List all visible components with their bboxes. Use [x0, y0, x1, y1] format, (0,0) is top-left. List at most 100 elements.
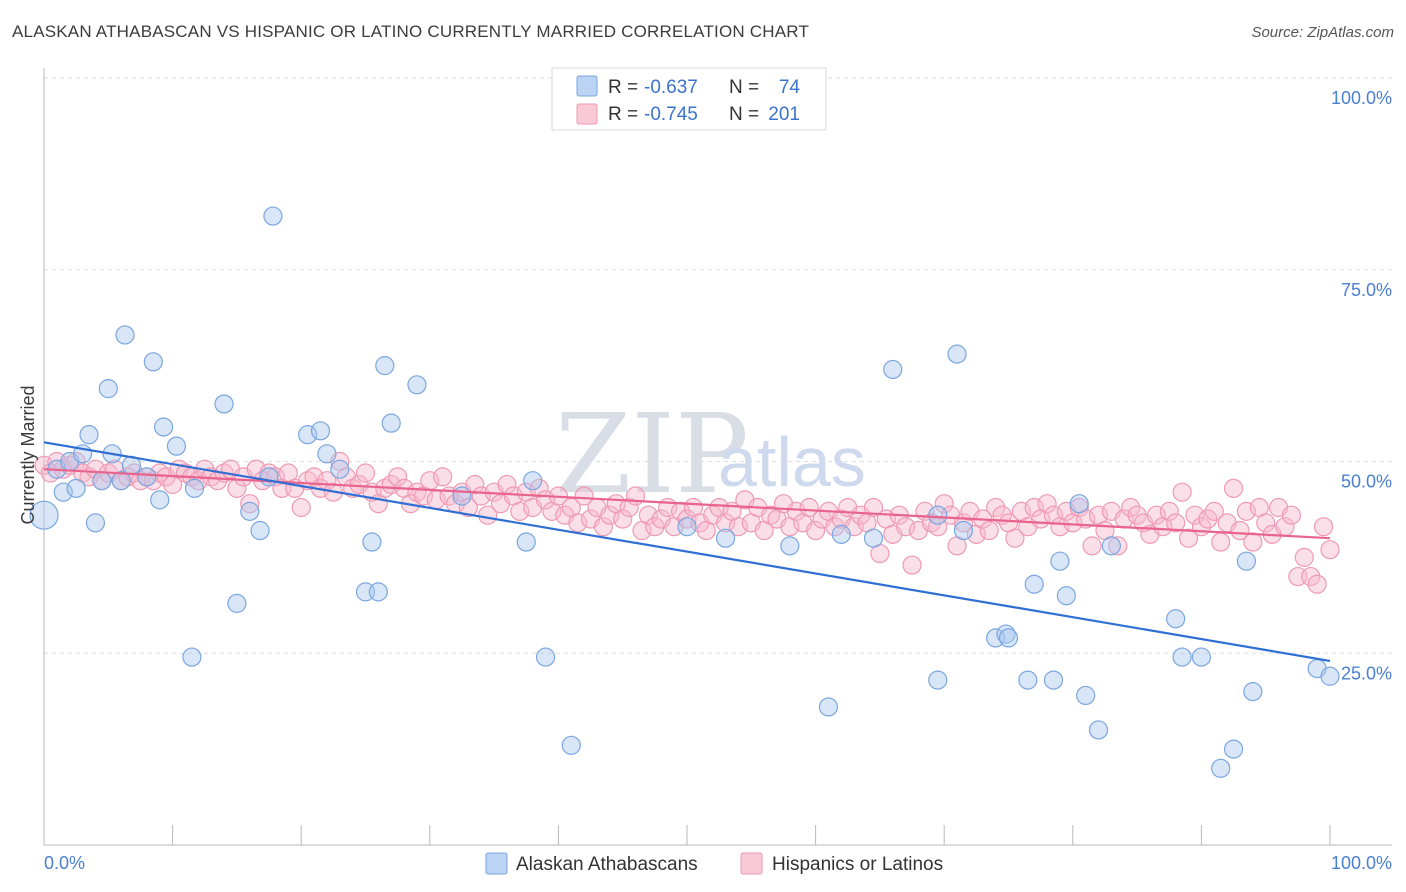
athabascan-point-15 [143, 352, 163, 372]
athabascan-point-65 [1166, 609, 1186, 629]
athabascan-point-43 [715, 528, 736, 548]
hispanics-point-8 [85, 459, 106, 479]
x-tick-label-0: 0.0% [44, 853, 85, 873]
hispanics-point-83 [568, 513, 588, 533]
hispanics-point-190 [1256, 513, 1276, 533]
hispanics-point-183 [1211, 532, 1231, 552]
athabascan-point-35 [381, 413, 401, 433]
athabascan-point-7 [85, 513, 106, 533]
hispanics-point-181 [1198, 509, 1218, 529]
athabascan-point-62 [1076, 685, 1096, 706]
athabascan-point-8 [92, 471, 112, 491]
chart-title: ALASKAN ATHABASCAN VS HISPANIC OR LATINO… [12, 22, 810, 41]
athabascan-point-25 [259, 467, 279, 487]
legend-n-label-2: N = [729, 104, 759, 125]
y-tick-label-2: 75.0% [1341, 280, 1392, 300]
athabascan-point-45 [818, 697, 839, 717]
athabascan-point-16 [150, 490, 170, 510]
legend-n-label-1: N = [729, 77, 759, 98]
athabascan-point-34 [375, 356, 395, 376]
athabascan-point-37 [452, 486, 472, 506]
hispanics-point-163 [1082, 536, 1102, 556]
legend-bottom-label-1: Alaskan Athabascans [516, 854, 698, 875]
legend-bottom-label-2: Hispanics or Latinos [772, 854, 943, 875]
series-athabascan-points [29, 206, 1340, 778]
hispanics-point-55 [388, 467, 408, 487]
hispanics-point-67 [465, 474, 485, 495]
hispanics-point-197 [1301, 566, 1321, 587]
athabascan-point-27 [298, 425, 318, 445]
athabascan-point-58 [1043, 670, 1064, 690]
athabascan-point-41 [561, 735, 581, 755]
athabascan-point-22 [227, 593, 247, 613]
hispanics-point-177 [1172, 482, 1192, 502]
athabascan-point-68 [1211, 758, 1231, 778]
hispanics-point-74 [510, 501, 530, 521]
athabascan-point-51 [947, 344, 967, 364]
athabascan-point-46 [831, 524, 851, 544]
athabascan-point-48 [883, 359, 903, 380]
hispanics-point-90 [613, 509, 633, 529]
athabascan-point-23 [240, 501, 260, 521]
hispanics-point-119 [799, 497, 819, 518]
athabascan-point-59 [1050, 551, 1070, 571]
athabascan-point-0 [29, 500, 59, 530]
watermark-atlas: atlas [718, 423, 866, 501]
athabascan-point-4 [66, 478, 86, 498]
hispanics-point-123 [825, 517, 845, 537]
legend-swatch-blue [576, 75, 598, 97]
athabascan-point-26 [263, 206, 283, 226]
hispanics-point-169 [1121, 497, 1141, 518]
athabascan-point-67 [1191, 647, 1212, 667]
y-axis-label: Currently Married [18, 385, 38, 524]
athabascan-point-60 [1056, 586, 1076, 606]
y-tick-label-0: 25.0% [1341, 663, 1392, 683]
athabascan-point-14 [137, 467, 157, 487]
athabascan-point-32 [362, 532, 382, 552]
athabascan-point-9 [98, 379, 118, 399]
athabascan-point-29 [317, 444, 337, 464]
hispanics-point-100 [677, 509, 697, 529]
trend-line-athabascan [43, 441, 1331, 663]
athabascan-point-44 [780, 536, 800, 556]
athabascan-point-73 [1320, 666, 1340, 686]
watermark-zip: ZIP [555, 390, 749, 518]
hispanics-point-32 [240, 494, 260, 514]
hispanics-point-188 [1243, 532, 1263, 552]
hispanics-point-135 [902, 555, 922, 575]
athabascan-point-47 [863, 528, 884, 548]
hispanics-point-176 [1166, 513, 1186, 533]
athabascan-point-38 [516, 532, 536, 552]
athabascan-point-69 [1223, 739, 1244, 759]
athabascan-point-6 [79, 425, 99, 445]
hispanics-point-94 [638, 505, 659, 525]
y-tick-label-1: 50.0% [1341, 472, 1392, 492]
legend-r-value-2: -0.745 [644, 104, 698, 125]
athabascan-point-71 [1243, 681, 1263, 702]
hispanics-point-40 [291, 497, 311, 518]
trend-line-hispanics [43, 468, 1331, 540]
hispanics-point-66 [458, 497, 478, 518]
athabascan-point-30 [330, 459, 350, 479]
y-tick-label-3: 100.0% [1331, 88, 1392, 108]
athabascan-point-17 [153, 417, 174, 437]
hispanics-point-50 [355, 463, 376, 483]
y-tick-labels: 25.0% 50.0% 75.0% 100.0% [1331, 88, 1392, 683]
hispanics-point-95 [645, 517, 665, 537]
hispanics-point-77 [529, 478, 549, 498]
hispanics-point-140 [934, 494, 954, 514]
hispanics-point-175 [1159, 501, 1179, 521]
x-axis-ticks [43, 825, 1331, 845]
legend-bottom-swatch-blue [485, 852, 508, 875]
athabascan-point-56 [1018, 670, 1038, 690]
athabascan-point-33 [368, 582, 388, 602]
athabascan-point-52 [953, 520, 974, 541]
legend-bottom: Alaskan Athabascans Hispanics or Latinos [485, 852, 943, 875]
hispanics-point-179 [1185, 505, 1205, 525]
hispanics-point-186 [1230, 520, 1250, 541]
hispanics-point-147 [979, 520, 999, 541]
hispanics-point-178 [1178, 528, 1199, 548]
hispanics-point-187 [1236, 501, 1257, 521]
hispanics-point-151 [1005, 528, 1025, 548]
